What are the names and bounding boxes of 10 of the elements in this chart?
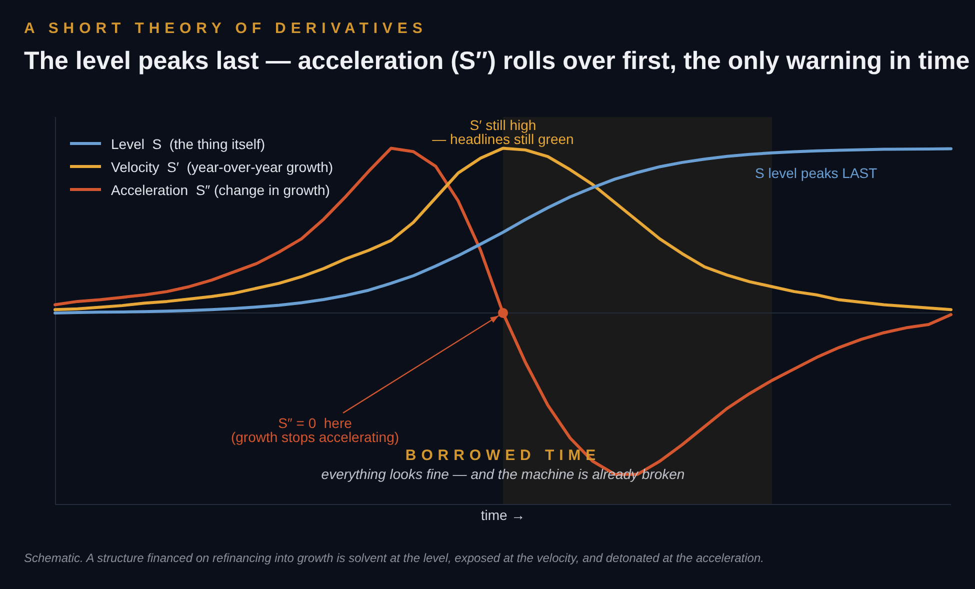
annotation: S″ = 0 here (growth stops accelerating) xyxy=(230,415,400,445)
legend-label: Acceleration S″ (change in growth) xyxy=(111,182,330,198)
text: Schematic. A structure financed on refinancing into growth is solvent at the level, exposed at the velocity, and detonated at the acceleration. xyxy=(24,551,765,565)
text: S′ still high — headlines still green xyxy=(431,117,575,147)
legend-label: Level S (the thing itself) xyxy=(111,136,266,152)
chart-title: The level peaks last — acceleration (S″) rolls over first, the only warning in time xyxy=(24,47,970,76)
legend-label: Velocity S′ (year-over-year growth) xyxy=(111,158,334,174)
x-axis-title: time → xyxy=(480,506,526,523)
chart-subtitle: A SHORT THEORY OF DERIVATIVES xyxy=(24,20,428,37)
annotation: S level peaks LAST xyxy=(755,165,878,181)
